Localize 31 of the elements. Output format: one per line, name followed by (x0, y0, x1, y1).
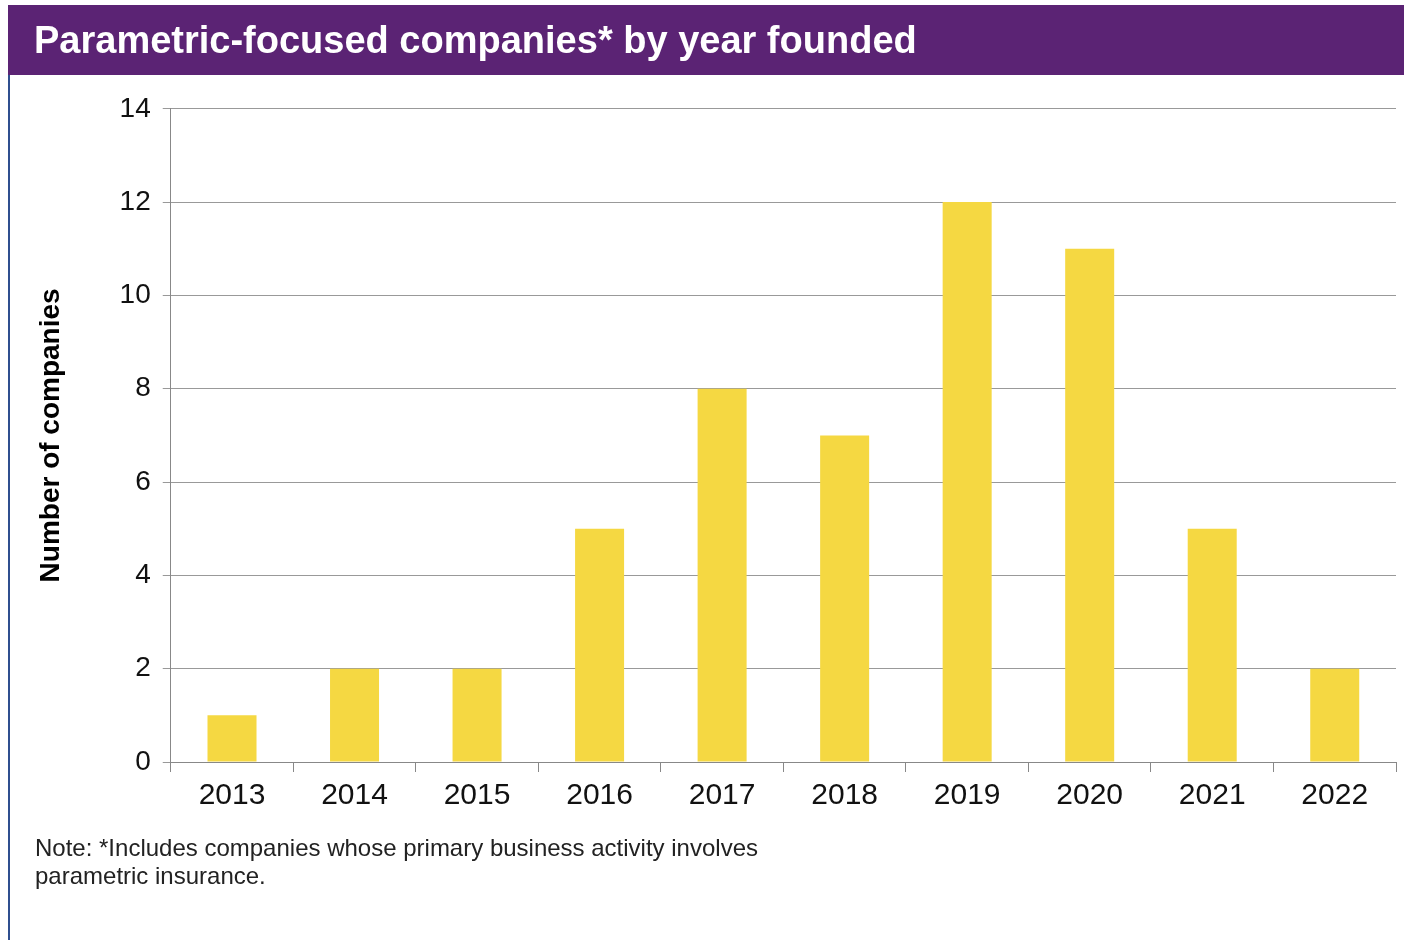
y-tick-label: 8 (135, 371, 151, 403)
y-axis-title: Number of companies (33, 288, 65, 583)
y-tick-label: 0 (135, 744, 151, 776)
y-tick-label: 14 (119, 91, 151, 123)
bar (452, 668, 502, 762)
x-tick-label: 2021 (1178, 777, 1246, 811)
bar (1065, 248, 1115, 762)
bar (207, 715, 257, 762)
y-tick-label: 4 (135, 558, 151, 590)
bar (330, 668, 380, 762)
x-tick-label: 2020 (1056, 777, 1124, 811)
y-tick-label: 10 (119, 278, 151, 310)
x-tick-label: 2022 (1301, 777, 1369, 811)
chart-title: Parametric-focused companies* by year founded (8, 5, 1404, 75)
text: Note: *Includes companies whose primary business activity involves parametric insurance. (35, 834, 759, 890)
x-tick-label: 2018 (811, 777, 879, 811)
bar (942, 202, 992, 762)
y-tick-label: 6 (135, 464, 151, 496)
x-tick-label: 2017 (688, 777, 756, 811)
bar (575, 528, 625, 762)
y-tick-label: 2 (135, 651, 151, 683)
bar (697, 388, 747, 762)
y-tick-label: 12 (119, 184, 151, 216)
x-tick-label: 2015 (443, 777, 511, 811)
bar (1310, 668, 1360, 762)
x-tick-label: 2019 (933, 777, 1001, 811)
bar (820, 435, 870, 762)
x-tick-label: 2014 (321, 777, 388, 811)
bar (1187, 528, 1237, 762)
x-tick-label: 2016 (566, 777, 633, 811)
x-tick-label: 2013 (198, 777, 266, 811)
